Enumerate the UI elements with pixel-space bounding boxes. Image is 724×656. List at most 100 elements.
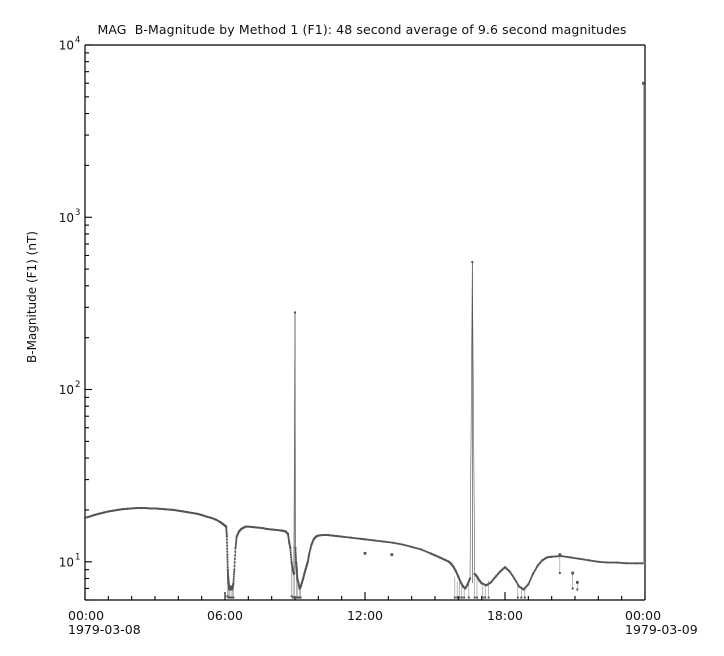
data-point [458, 579, 461, 582]
data-point [412, 546, 415, 549]
data-point [171, 508, 174, 511]
data-point [185, 511, 188, 513]
data-point [602, 561, 604, 564]
data-point [308, 550, 311, 553]
data-point [296, 596, 299, 599]
data-point [321, 534, 324, 537]
data-point [416, 547, 419, 550]
data-point [520, 596, 523, 599]
data-point [533, 570, 536, 573]
outlier-point [575, 580, 579, 584]
data-point [418, 548, 421, 550]
data-point [413, 546, 416, 549]
data-point [295, 564, 298, 567]
y-tick-label: 10 [59, 555, 74, 569]
data-point [226, 570, 229, 573]
data-point [457, 576, 460, 579]
outlier-point [363, 551, 367, 555]
data-point [292, 596, 295, 599]
data-point [534, 568, 537, 571]
data-point [330, 534, 333, 537]
data-point [225, 534, 228, 536]
data-point [288, 539, 290, 542]
data-point [459, 580, 462, 583]
data-point [288, 542, 291, 545]
data-point [162, 508, 165, 511]
data-point [490, 580, 493, 583]
data-point [637, 562, 639, 565]
data-point [396, 542, 399, 545]
data-point [233, 565, 236, 567]
data-point [365, 538, 368, 541]
data-point [306, 561, 309, 564]
data-point [325, 534, 328, 536]
data-point [230, 596, 233, 599]
data-point [129, 507, 132, 510]
data-point [225, 525, 227, 528]
data-point [255, 526, 258, 529]
data-point [468, 578, 471, 581]
data-point [234, 550, 237, 553]
data-point [335, 535, 338, 537]
data-point [295, 596, 298, 599]
data-point [553, 555, 556, 558]
data-point [583, 558, 586, 561]
data-point [475, 575, 478, 578]
data-point [576, 588, 579, 591]
data-point [480, 581, 483, 584]
data-point [458, 596, 461, 599]
data-point [289, 549, 292, 552]
data-point [225, 527, 228, 530]
data-point [625, 562, 628, 565]
data-point [232, 596, 235, 599]
data-point [363, 538, 366, 541]
data-point [294, 554, 297, 556]
data-point [226, 538, 228, 541]
data-point [556, 555, 559, 558]
data-point [503, 567, 506, 569]
data-point [87, 515, 90, 518]
x-tick-time-label: 06:00 [207, 608, 243, 623]
data-point [514, 580, 517, 583]
data-point [227, 571, 229, 574]
data-point [310, 543, 313, 546]
data-point [580, 558, 583, 560]
data-point [563, 555, 566, 558]
data-point [530, 576, 533, 579]
data-point [623, 562, 626, 565]
data-point [296, 570, 298, 573]
data-point [424, 550, 427, 553]
data-point [226, 550, 229, 553]
data-point [633, 562, 636, 565]
data-point [616, 561, 618, 564]
data-point [308, 552, 311, 554]
data-point [295, 563, 298, 566]
data-point [609, 561, 612, 564]
data-point [481, 596, 484, 599]
data-point [635, 562, 638, 565]
data-point [218, 520, 221, 523]
data-point [305, 565, 308, 568]
data-point [274, 528, 277, 531]
data-point [528, 581, 531, 584]
data-point [452, 565, 455, 568]
data-point [426, 551, 429, 553]
data-point [289, 545, 291, 548]
x-tick-date-label: 1979-03-09 [625, 622, 698, 637]
data-point [234, 547, 237, 550]
data-point [620, 562, 623, 564]
data-point [295, 562, 298, 564]
data-point [555, 555, 558, 558]
data-point [92, 514, 95, 517]
data-point [617, 561, 620, 564]
data-point [225, 530, 228, 533]
data-point [484, 584, 487, 586]
y-tick-exponent: 3 [75, 208, 80, 218]
data-point [307, 558, 310, 561]
data-point [209, 516, 212, 519]
data-point [388, 541, 391, 544]
data-point [247, 525, 249, 528]
data-point [311, 541, 314, 544]
